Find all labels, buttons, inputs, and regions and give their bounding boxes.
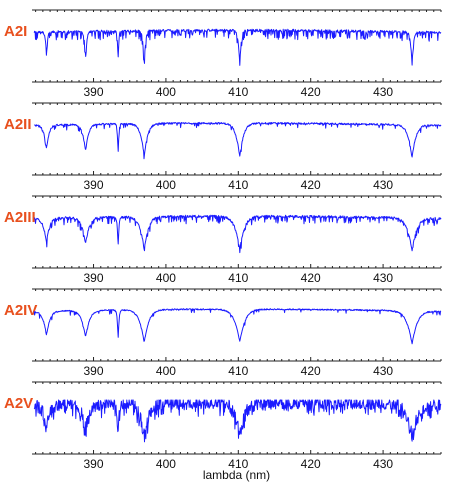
panel-label-a2ii: A2II <box>4 116 32 133</box>
panel-label-a2iii: A2III <box>4 209 36 226</box>
spectrum-line-a2i <box>33 28 442 66</box>
spectrum-line-a2iv <box>33 308 442 345</box>
tick-label-a2i-390: 390 <box>84 85 104 99</box>
tick-label-a2iv-410: 410 <box>228 364 248 378</box>
tick-label-a2iii-410: 410 <box>228 271 248 285</box>
x-axis-title: lambda (nm) <box>203 468 270 482</box>
tick-label-a2v-420: 420 <box>301 457 321 471</box>
tick-label-a2iii-430: 430 <box>373 271 393 285</box>
tick-label-a2i-420: 420 <box>301 85 321 99</box>
tick-label-a2ii-420: 420 <box>301 178 321 192</box>
tick-label-a2iii-420: 420 <box>301 271 321 285</box>
tick-label-a2i-400: 400 <box>156 85 176 99</box>
tick-label-a2i-410: 410 <box>228 85 248 99</box>
tick-label-a2ii-410: 410 <box>228 178 248 192</box>
tick-label-a2ii-390: 390 <box>84 178 104 192</box>
panel-label-a2iv: A2IV <box>4 302 37 319</box>
tick-label-a2iv-390: 390 <box>84 364 104 378</box>
tick-label-a2v-390: 390 <box>84 457 104 471</box>
tick-label-a2v-410: 410 <box>228 457 248 471</box>
spectrum-line-a2ii <box>34 121 442 160</box>
tick-label-a2iv-430: 430 <box>373 364 393 378</box>
spectrum-line-a2v <box>33 399 442 443</box>
tick-label-a2v-430: 430 <box>373 457 393 471</box>
tick-label-a2ii-430: 430 <box>373 178 393 192</box>
tick-label-a2ii-400: 400 <box>156 178 176 192</box>
tick-label-a2i-430: 430 <box>373 85 393 99</box>
panel-label-a2i: A2I <box>4 23 27 40</box>
panel-label-a2v: A2V <box>4 395 33 412</box>
spectrum-line-a2iii <box>33 214 442 254</box>
tick-label-a2iv-400: 400 <box>156 364 176 378</box>
tick-label-a2iii-400: 400 <box>156 271 176 285</box>
tick-label-a2iii-390: 390 <box>84 271 104 285</box>
tick-label-a2v-400: 400 <box>156 457 176 471</box>
tick-label-a2iv-420: 420 <box>301 364 321 378</box>
